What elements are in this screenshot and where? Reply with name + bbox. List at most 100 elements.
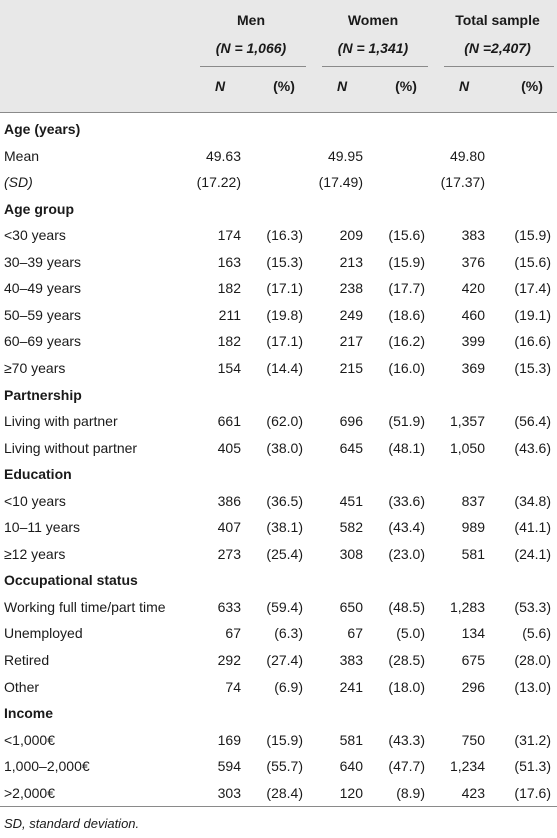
count-cell: 1,357	[449, 413, 485, 430]
table-header-band	[0, 0, 557, 112]
count-cell: 405	[217, 439, 241, 456]
count-cell: 49.80	[449, 147, 485, 164]
count-cell: 49.95	[327, 147, 363, 164]
row-label: 40–49 years	[4, 280, 82, 297]
row-label: 1,000–2,000€	[4, 758, 90, 775]
section-heading: Age group	[4, 200, 74, 217]
percent-cell: (48.5)	[388, 598, 425, 615]
percent-cell: (16.0)	[388, 359, 425, 376]
percent-cell: (48.1)	[388, 439, 425, 456]
count-cell: 581	[461, 545, 485, 562]
count-cell: 67	[347, 625, 363, 642]
group-title-women: Women	[347, 12, 399, 28]
count-cell: 581	[339, 731, 363, 748]
subheader-n-men: N	[214, 78, 226, 94]
count-cell: 292	[217, 652, 241, 668]
percent-cell: (15.9)	[388, 253, 425, 270]
table-bottom-rule	[0, 806, 557, 807]
section-heading-row: Occupational status	[0, 567, 557, 593]
row-label: ≥70 years	[4, 359, 66, 376]
count-cell: 383	[461, 227, 485, 244]
row-label: 50–59 years	[4, 306, 82, 323]
count-cell: 238	[339, 280, 363, 297]
count-cell: 451	[339, 492, 363, 509]
percent-cell	[481, 143, 551, 169]
section-heading: Age (years)	[4, 121, 81, 137]
table-row: <30 years 174 (16.3) 209 (15.6) 383 (15.9)	[0, 222, 557, 248]
percent-cell: (14.4)	[266, 359, 303, 376]
percent-cell: (23.0)	[388, 545, 425, 562]
percent-cell: (28.4)	[266, 784, 303, 801]
section-heading: Income	[4, 705, 54, 722]
percent-cell: (25.4)	[266, 545, 303, 562]
percent-cell: (24.1)	[514, 545, 551, 562]
percent-cell: (17.4)	[514, 280, 551, 297]
count-cell: 182	[217, 333, 241, 350]
section-heading-row: Income	[0, 700, 557, 726]
count-cell: 750	[461, 731, 485, 748]
count-cell: 640	[339, 758, 363, 775]
count-cell: 399	[461, 333, 485, 350]
percent-cell: (34.8)	[514, 492, 551, 509]
percent-cell: (16.6)	[514, 333, 551, 350]
count-cell: 134	[461, 625, 485, 642]
percent-cell: (6.3)	[274, 625, 303, 642]
section-heading: Occupational status	[4, 572, 138, 589]
percent-cell: (28.5)	[388, 652, 425, 668]
percent-cell: (47.7)	[388, 758, 425, 775]
row-label: Retired	[4, 652, 50, 668]
percent-cell: (43.6)	[514, 439, 551, 456]
count-cell: 420	[461, 280, 485, 297]
table-row: (SD) (17.22) (17.49) (17.37)	[0, 169, 557, 195]
count-cell: 308	[339, 545, 363, 562]
count-cell: 1,283	[449, 598, 485, 615]
percent-cell: (33.6)	[388, 492, 425, 509]
percent-cell: (43.3)	[388, 731, 425, 748]
count-cell: 209	[339, 227, 363, 244]
percent-cell: (55.7)	[266, 758, 303, 775]
table-row: 1,000–2,000€ 594 (55.7) 640 (47.7) 1,234 (51.3…	[0, 753, 557, 779]
subheader-pct-women: (%)	[395, 78, 417, 94]
group-n-women: (N = 1,341)	[337, 40, 409, 56]
table-row: 30–39 years 163 (15.3) 213 (15.9) 376 (15.6)	[0, 249, 557, 275]
row-label: 30–39 years	[4, 253, 82, 270]
count-cell: 582	[339, 519, 363, 536]
percent-cell: (28.0)	[514, 652, 551, 668]
count-cell: 1,050	[449, 439, 485, 456]
percent-cell: (59.4)	[266, 598, 303, 615]
table-row: 40–49 years 182 (17.1) 238 (17.7) 420 (17.4)	[0, 275, 557, 301]
count-cell: 174	[217, 227, 241, 244]
percent-cell: (53.3)	[514, 598, 551, 615]
count-cell: 163	[217, 253, 241, 270]
header-bottom-rule	[0, 112, 557, 113]
percent-cell: (51.9)	[388, 413, 425, 430]
count-cell: 303	[217, 784, 241, 801]
count-cell: 211	[218, 306, 241, 323]
percent-cell: (43.4)	[388, 519, 425, 536]
percent-cell: (19.1)	[514, 306, 551, 323]
count-cell: (17.37)	[440, 174, 485, 191]
subheader-pct-total: (%)	[521, 78, 543, 94]
percent-cell: (18.0)	[388, 678, 425, 695]
group-underline-women	[322, 66, 428, 67]
table-row: <10 years 386 (36.5) 451 (33.6) 837 (34.8)	[0, 488, 557, 514]
table-row: <1,000€ 169 (15.9) 581 (43.3) 750 (31.2)	[0, 727, 557, 753]
count-cell: 837	[461, 492, 485, 509]
table-row: Living with partner 661 (62.0) 696 (51.9) 1,3…	[0, 408, 557, 434]
count-cell: 383	[339, 652, 363, 668]
table-row: Working full time/part time 633 (59.4) 650 (…	[0, 594, 557, 620]
count-cell: 249	[339, 306, 363, 323]
group-title-men: Men	[237, 12, 265, 28]
count-cell: 217	[339, 333, 363, 350]
percent-cell: (15.3)	[266, 253, 303, 270]
count-cell: 633	[217, 598, 241, 615]
count-cell: 696	[339, 413, 363, 430]
percent-cell: (16.3)	[266, 227, 303, 244]
row-label: Living without partner	[4, 439, 138, 456]
row-label: Unemployed	[4, 625, 83, 642]
table-row: 60–69 years 182 (17.1) 217 (16.2) 399 (16.6)	[0, 328, 557, 354]
count-cell: 296	[461, 678, 485, 695]
group-n-total: (N =2,407)	[464, 40, 531, 56]
count-cell: 661	[217, 413, 241, 430]
group-n-men: (N = 1,066)	[215, 40, 287, 56]
